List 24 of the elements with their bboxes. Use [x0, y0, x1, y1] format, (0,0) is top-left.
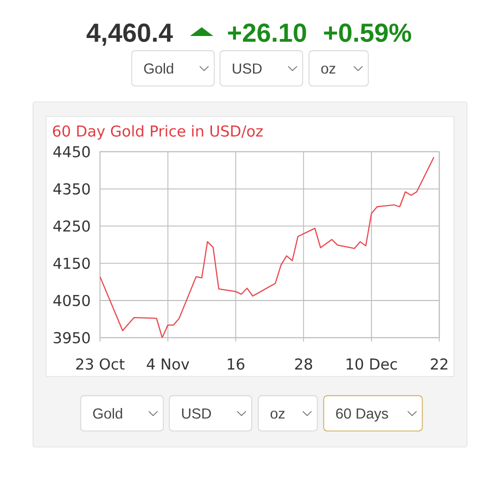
text: USD	[232, 63, 262, 74]
x-tick-label: 16	[228, 358, 244, 370]
line-series	[100, 157, 434, 338]
x-tick-label: 10 Dec	[346, 358, 397, 370]
x-tick-label: 4 Nov	[146, 358, 190, 370]
x-tick-label: 28	[295, 358, 312, 370]
text: 60 Days	[336, 408, 388, 422]
y-tick-label: 3950	[54, 332, 90, 344]
y-tick-label: 4350	[53, 183, 90, 195]
text: Gold	[144, 63, 174, 74]
y-tick-label: 4450	[53, 146, 90, 158]
y-tick-label: 4050	[53, 294, 90, 306]
y-tick-label: 4250	[53, 220, 90, 232]
text: Gold	[93, 408, 122, 419]
y-tick-label: 4150	[53, 258, 90, 269]
text: USD	[182, 408, 211, 419]
x-tick-label: 22	[430, 358, 448, 370]
chart-title: 60 Day Gold Price in USD/oz	[52, 125, 263, 140]
text: oz	[270, 410, 285, 419]
text: oz	[321, 66, 336, 74]
text: +26.10	[228, 24, 306, 42]
text: 4,460.4	[86, 24, 173, 46]
text: +0.59%	[324, 24, 412, 42]
x-tick-label: 23 Oct	[76, 358, 125, 370]
